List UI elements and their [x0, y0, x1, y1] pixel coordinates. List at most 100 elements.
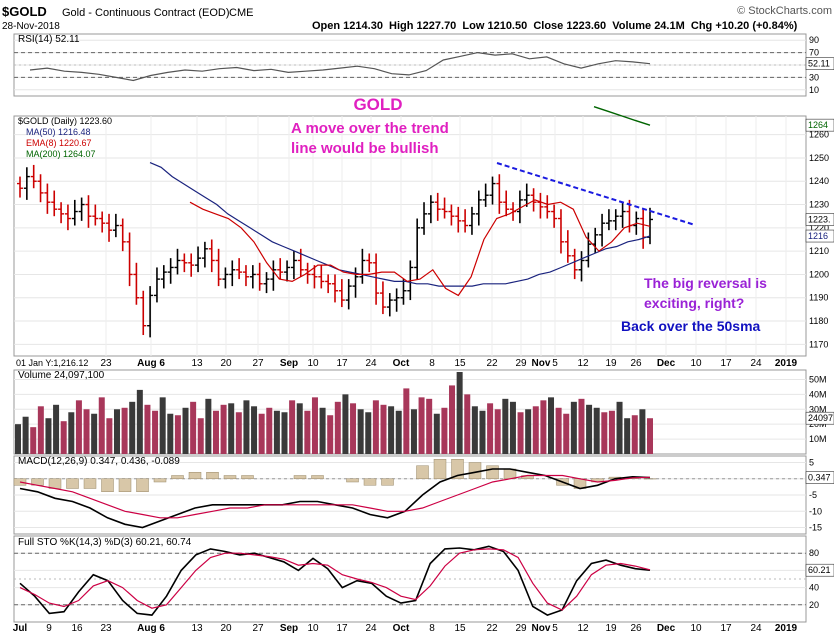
rsi-tick: 30 — [809, 72, 819, 82]
ma50-value-tag-box — [805, 229, 834, 243]
x-tick-bottom: 22 — [486, 623, 498, 634]
volume-label: Volume 24,097,100 — [18, 370, 105, 381]
volume-bar — [403, 388, 410, 454]
rsi-tick: 70 — [809, 48, 819, 58]
exchange: CME — [229, 7, 253, 19]
macd-histogram-bar — [433, 459, 447, 479]
chart-date: 28-Nov-2018 — [2, 21, 60, 32]
x-tick-bottom: 10 — [307, 623, 319, 634]
price-tick: 1180 — [809, 316, 828, 326]
volume-bar — [182, 407, 189, 454]
sto-tick: 40 — [809, 583, 819, 593]
price-bottom-label: 01 Jan Y:1,216.12 — [16, 358, 88, 368]
volume-bar — [464, 394, 471, 454]
volume-bar — [380, 404, 387, 454]
volume-bar — [608, 410, 615, 454]
price-legend-ema8: EMA(8) 1220.67 — [26, 138, 92, 148]
macd-histogram-bar — [381, 478, 394, 486]
trendline — [496, 162, 696, 226]
volume-bar — [631, 415, 638, 454]
x-tick-bottom: 12 — [577, 623, 589, 634]
volume-bar — [647, 418, 653, 454]
macd-histogram-bar — [486, 465, 499, 479]
x-tick-top: 13 — [191, 358, 203, 369]
x-tick-bottom: 16 — [71, 623, 83, 634]
volume-bar — [449, 385, 456, 454]
volume-bar — [418, 397, 425, 454]
sto-value-tag-box — [805, 563, 834, 577]
x-tick-top: Sep — [280, 358, 298, 369]
annotation-reversal-2: exciting, right? — [644, 295, 744, 311]
macd-tick: -5 — [809, 490, 817, 500]
x-tick-bottom: 13 — [191, 623, 203, 634]
x-tick-top: 23 — [100, 358, 112, 369]
volume-bar — [532, 406, 539, 454]
x-tick-bottom: Jul — [13, 623, 28, 634]
x-tick-bottom: 17 — [720, 623, 732, 634]
ma50-line — [149, 162, 651, 287]
sto-value-tag: 60.21 — [808, 565, 831, 575]
price-tick: 1240 — [809, 176, 829, 186]
volume-bar — [243, 400, 250, 454]
volume-bar — [479, 410, 486, 454]
x-tick-top: Oct — [393, 358, 410, 369]
volume-bar — [593, 407, 600, 454]
ma50-value-tag: 1216 — [808, 231, 828, 241]
volume-bar — [197, 418, 204, 454]
x-tick-top: Aug 6 — [137, 358, 165, 369]
price-panel — [13, 115, 807, 357]
volume-bar — [350, 403, 357, 454]
volume-bar — [494, 409, 501, 454]
volume-bar — [555, 407, 562, 454]
volume-bar — [586, 404, 593, 454]
x-tick-top: 24 — [365, 358, 377, 369]
volume-bar — [159, 397, 166, 454]
volume-bar — [563, 413, 570, 454]
instrument-name: Gold - Continuous Contract (EOD) — [62, 7, 230, 19]
volume-bar — [334, 401, 341, 454]
x-tick-bottom: 19 — [605, 623, 617, 634]
macd-histogram-bar — [293, 475, 307, 479]
volume-bar — [53, 404, 60, 454]
volume-bar — [45, 418, 52, 454]
x-tick-bottom: Oct — [393, 623, 410, 634]
annotation-title: GOLD — [353, 95, 402, 114]
volume-bar — [129, 401, 136, 454]
annotation-reversal-1: The big reversal is — [644, 275, 767, 291]
volume-value-tag-box — [805, 411, 834, 425]
x-tick-top: 24 — [750, 358, 762, 369]
volume-bar — [388, 406, 395, 454]
ma200-value-tag: 1264 — [808, 120, 828, 130]
volume-bar — [205, 398, 212, 454]
volume-tick: 30M — [809, 404, 827, 414]
price-tick: 1190 — [809, 293, 828, 303]
volume-bar — [342, 394, 349, 454]
volume-bar — [304, 410, 311, 454]
x-tick-top: Dec — [657, 358, 676, 369]
x-tick-bottom: Aug 6 — [137, 623, 165, 634]
macd-histogram-bar — [83, 478, 97, 489]
volume-value-tag: 24097 — [808, 413, 833, 423]
macd-histogram-bar — [311, 475, 324, 479]
macd-tick: 5 — [809, 458, 814, 468]
volume-bar — [228, 403, 235, 454]
macd-histogram-bar — [153, 478, 167, 483]
volume-bar — [441, 407, 448, 454]
volume-bar — [471, 406, 478, 454]
price-legend-ma200: MA(200) 1264.07 — [26, 149, 96, 159]
x-tick-top: 20 — [220, 358, 232, 369]
volume-bar — [15, 424, 21, 454]
symbol: $GOLD — [2, 4, 47, 19]
volume-bar — [395, 410, 402, 454]
volume-bar — [433, 413, 440, 454]
price-value-tag-box — [805, 213, 834, 226]
x-tick-top: 15 — [454, 358, 466, 369]
rsi-value-tag-box — [805, 57, 834, 70]
price-tick: 1170 — [809, 339, 828, 349]
rsi-line — [29, 51, 651, 82]
x-tick-bottom: Nov — [532, 623, 551, 634]
volume-bar — [410, 409, 417, 454]
macd-histogram-bar — [188, 472, 202, 479]
macd-histogram-bar — [363, 478, 377, 486]
